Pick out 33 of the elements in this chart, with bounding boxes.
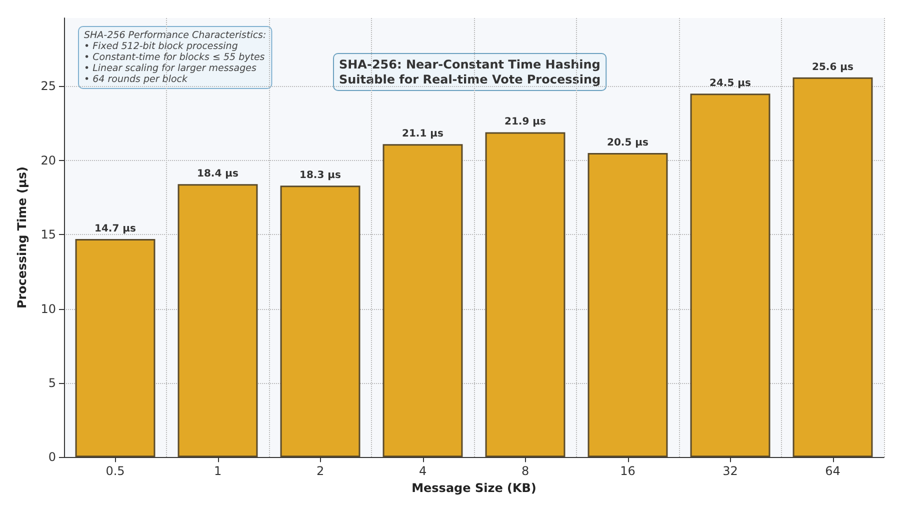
x-tick-label: 64 xyxy=(825,464,840,478)
y-tick-label: 25 xyxy=(40,79,56,94)
y-axis-title: Processing Time (μs) xyxy=(15,166,29,309)
x-tick-label: 0.5 xyxy=(106,464,125,478)
x-tick-label: 4 xyxy=(418,464,427,478)
y-tick-label: 15 xyxy=(40,228,56,242)
data-label: 18.3 μs xyxy=(300,170,342,182)
bar xyxy=(382,144,463,458)
bar xyxy=(280,186,360,458)
data-label: 21.1 μs xyxy=(402,128,444,140)
annotation: SHA-256: Near-Constant Time Hashing Suitable for Real-time Vote Processing xyxy=(339,58,601,86)
y-tick-label: 5 xyxy=(48,376,56,390)
x-tick-label: 16 xyxy=(620,464,636,478)
bar xyxy=(792,77,873,458)
data-label: 25.6 μs xyxy=(812,62,854,73)
bar xyxy=(690,94,770,458)
data-label: 14.7 μs xyxy=(94,224,136,235)
y-tick-label: 10 xyxy=(40,302,56,316)
x-tick-label: 2 xyxy=(316,464,324,478)
x-axis-title: Message Size (KB) xyxy=(412,481,536,495)
bar xyxy=(75,239,156,458)
data-label: 21.9 μs xyxy=(504,116,546,128)
bar xyxy=(588,152,668,458)
bar xyxy=(178,184,258,458)
data-label: 20.5 μs xyxy=(607,137,649,148)
y-tick-label: 20 xyxy=(40,153,56,168)
data-label: 18.4 μs xyxy=(197,168,239,180)
x-tick-label: 8 xyxy=(521,464,530,478)
data-label: 24.5 μs xyxy=(710,78,752,90)
y-tick-label: 0 xyxy=(48,450,56,464)
bar xyxy=(485,132,566,458)
x-tick-label: 32 xyxy=(722,464,738,478)
x-tick-label: 1 xyxy=(214,464,222,478)
